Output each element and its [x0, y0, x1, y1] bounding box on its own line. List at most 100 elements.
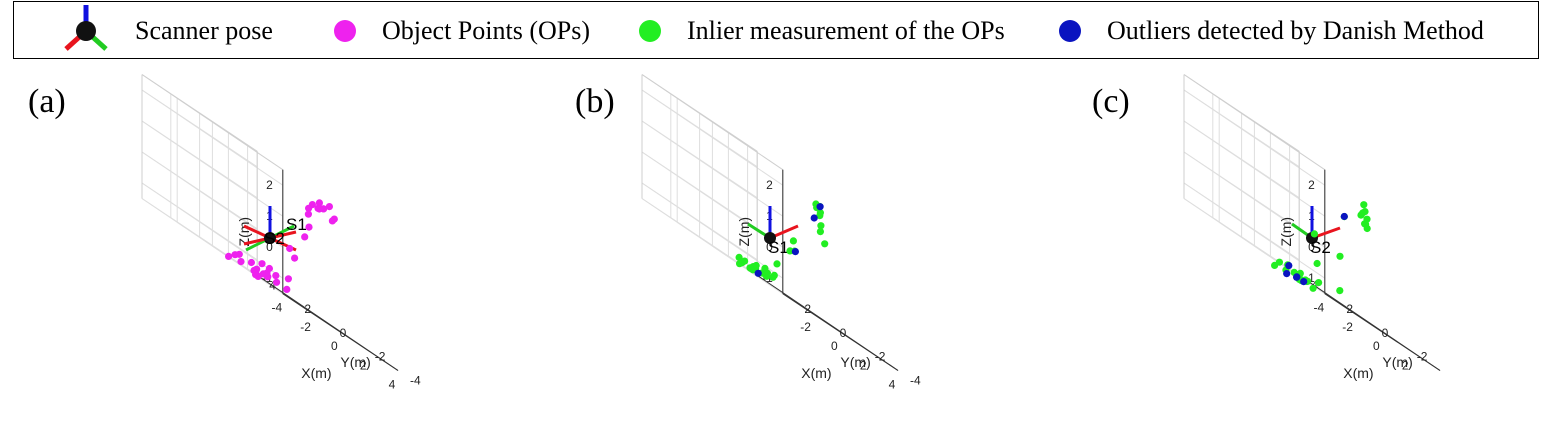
data-point — [763, 269, 772, 277]
grid-line — [1183, 89, 1300, 168]
z-axis-label: Z(m) — [736, 217, 752, 247]
data-point — [1340, 212, 1348, 221]
y-axis-line — [1298, 274, 1441, 371]
grid-line — [141, 89, 258, 168]
x-tick-label: 0 — [831, 339, 838, 353]
grid-line — [641, 120, 758, 199]
data-point — [1310, 230, 1318, 238]
y-tick-label: 0 — [340, 326, 347, 340]
grid-line — [141, 151, 258, 230]
data-point — [305, 223, 313, 231]
data-point — [752, 261, 760, 270]
pane-edge — [1183, 74, 1300, 152]
data-point — [265, 264, 273, 273]
data-point — [1300, 278, 1308, 286]
z-tick-label: 0 — [766, 240, 773, 254]
y-axis-label: Y(m) — [840, 354, 870, 370]
data-point — [1357, 211, 1365, 219]
data-point — [258, 260, 266, 268]
legend-box: Scanner pose Object Points (OPs) Inlier … — [13, 1, 1539, 59]
x-tick-label: -2 — [800, 320, 811, 334]
y-tick-label: -2 — [375, 350, 386, 364]
data-point — [735, 253, 743, 261]
data-point — [304, 210, 312, 218]
grid-line — [1183, 182, 1300, 261]
inliers-swatch — [639, 20, 661, 42]
outliers-swatch — [1059, 20, 1081, 42]
legend-item-inliers: Inlier measurement of the OPs — [639, 2, 1005, 60]
scanner-label: S2 — [1310, 238, 1331, 257]
data-point — [1336, 252, 1344, 260]
data-point — [816, 228, 825, 236]
y-axis-label: Y(m) — [1382, 354, 1412, 370]
legend-label-scanner-pose: Scanner pose — [135, 16, 273, 45]
data-point — [747, 264, 755, 273]
data-point — [1309, 284, 1317, 292]
data-point — [1293, 273, 1301, 281]
x-axis-label: X(m) — [1343, 365, 1373, 381]
x-tick-label: -2 — [300, 320, 311, 334]
y-tick-label: 0 — [1382, 326, 1389, 340]
panel-label: (c) — [1092, 83, 1130, 120]
data-point — [273, 278, 281, 286]
data-point — [769, 273, 777, 281]
panel-label: (a) — [28, 83, 66, 120]
x-axis-label: X(m) — [801, 365, 831, 381]
data-point — [821, 240, 829, 248]
data-point — [817, 222, 825, 230]
panel-label: (b) — [575, 83, 615, 120]
x-tick-label: 4 — [389, 378, 396, 392]
data-point — [315, 205, 323, 213]
pane-edge — [141, 74, 258, 152]
y-tick-label: 2 — [804, 302, 811, 316]
x-tick-label: 0 — [1373, 339, 1380, 353]
y-axis-line — [256, 274, 399, 371]
x-tick-label: -2 — [1342, 320, 1353, 334]
x-tick-label: 0 — [331, 339, 338, 353]
legend-label-inliers: Inlier measurement of the OPs — [687, 16, 1005, 45]
scanner-label: S1 — [768, 238, 789, 257]
x-tick-label: 2 — [860, 358, 867, 372]
data-point — [1313, 259, 1321, 268]
data-point — [791, 248, 800, 256]
data-point — [1362, 220, 1370, 228]
z-tick-label: 2 — [1308, 178, 1315, 192]
data-point — [810, 214, 818, 222]
z-tick-label: 0 — [1308, 240, 1315, 254]
data-point — [225, 252, 233, 260]
z-tick-label: 2 — [266, 178, 273, 192]
data-point — [816, 203, 824, 211]
grid-line — [641, 182, 758, 261]
data-point — [786, 247, 794, 255]
grid-line — [1183, 151, 1300, 230]
x-tick-label: -4 — [271, 301, 282, 315]
data-point — [1336, 287, 1344, 295]
scanner-label: S2 — [264, 229, 285, 248]
grid-line — [1183, 120, 1300, 199]
z-axis-label: Z(m) — [236, 217, 252, 247]
data-point — [1275, 258, 1283, 266]
data-point — [231, 251, 239, 259]
x-tick-label: 2 — [360, 358, 367, 372]
data-point — [284, 275, 292, 283]
y-axis-line — [756, 274, 899, 371]
data-point — [272, 272, 280, 280]
y-axis-label: Y(m) — [340, 354, 370, 370]
data-point — [1360, 201, 1368, 209]
x-tick-label: 2 — [1402, 358, 1409, 372]
scanner-position — [764, 232, 776, 244]
legend-label-outliers: Outliers detected by Danish Method — [1107, 16, 1484, 45]
grid-line — [641, 151, 758, 230]
pane-edge — [641, 74, 758, 152]
grid-line — [141, 182, 258, 261]
data-point — [247, 258, 255, 267]
scanner-position — [264, 232, 276, 244]
legend-item-object-points: Object Points (OPs) — [334, 2, 590, 60]
data-point — [237, 258, 245, 266]
grid-line — [141, 120, 258, 199]
z-tick-label: 2 — [766, 178, 773, 192]
data-point — [1285, 262, 1293, 270]
